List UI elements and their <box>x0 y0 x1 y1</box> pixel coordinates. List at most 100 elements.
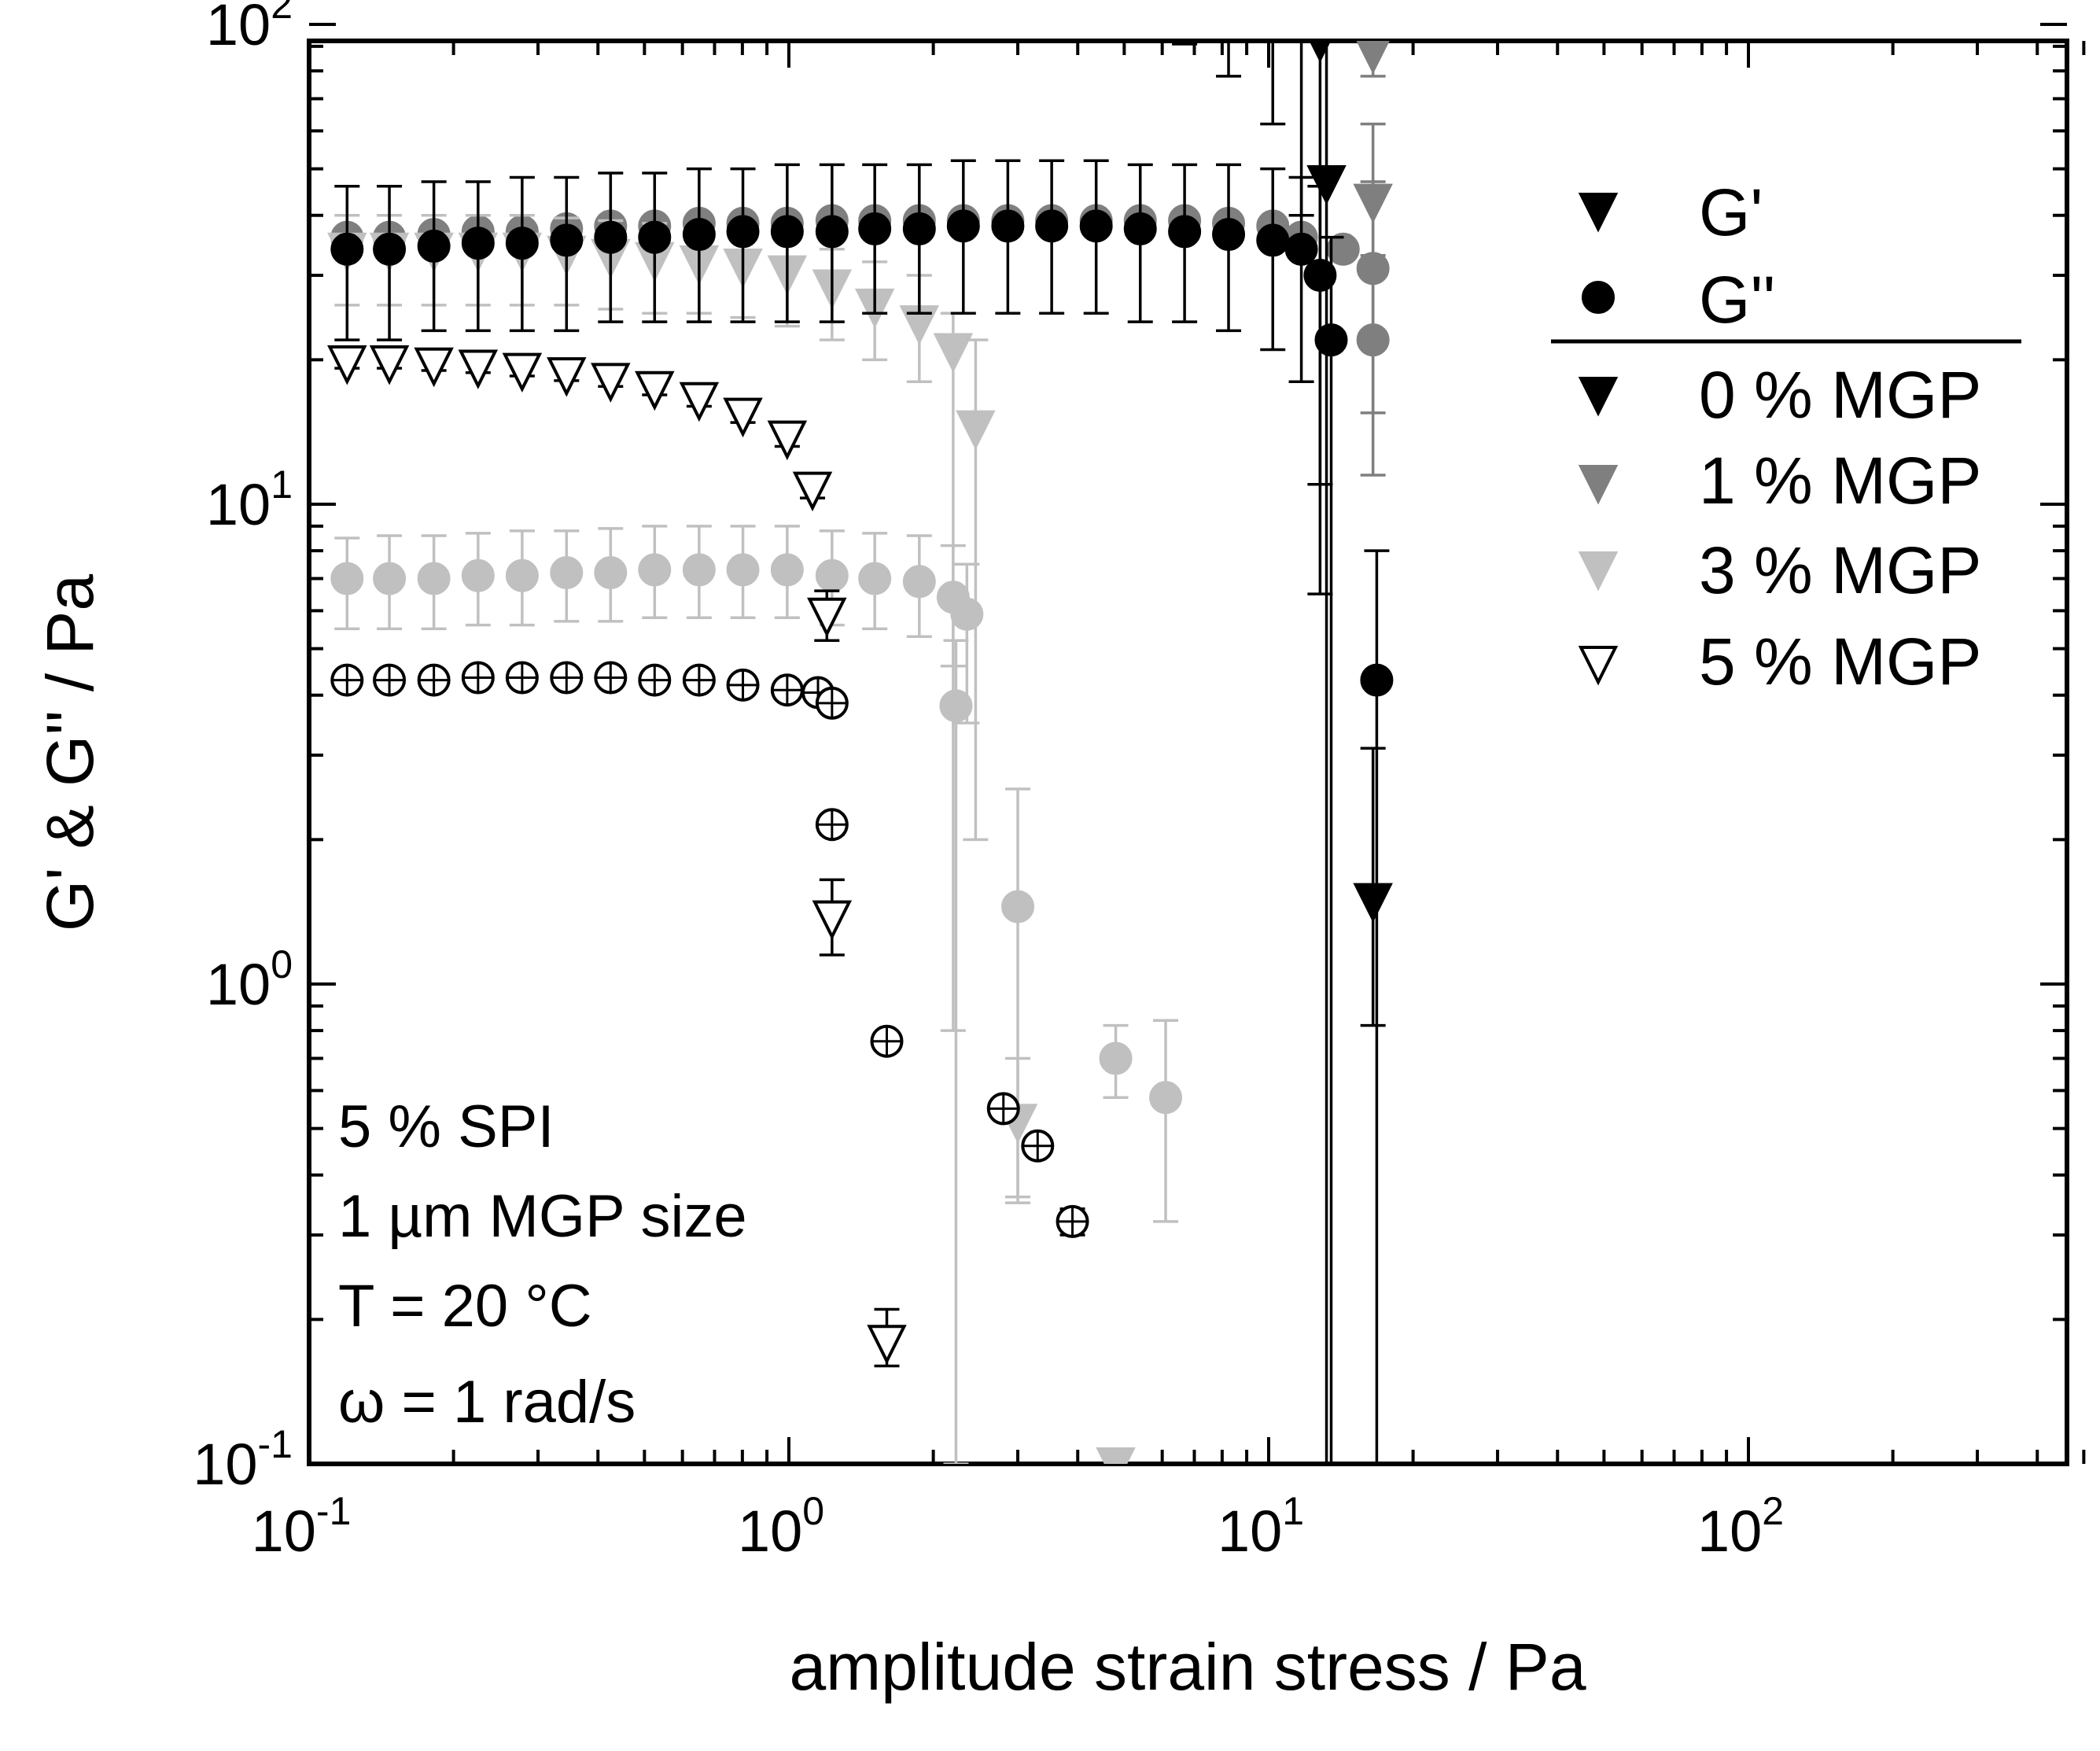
y-axis-label: G' & G'' / Pa <box>33 574 107 932</box>
data-point <box>1149 1081 1183 1115</box>
data-point <box>682 218 716 252</box>
data-point <box>638 663 672 697</box>
data-point <box>327 345 367 385</box>
data-point <box>946 209 980 243</box>
data-point <box>679 382 720 422</box>
x-tick-label-base: 10 <box>1697 1498 1762 1564</box>
data-point <box>858 212 892 245</box>
x-axis-label: amplitude strain stress / Pa <box>789 1630 1586 1704</box>
data-point <box>815 686 849 720</box>
data-point <box>870 1024 904 1058</box>
legend-label-5-mgp: 5 % MGP <box>1699 625 1981 699</box>
data-point <box>417 663 451 697</box>
data-point <box>991 209 1025 243</box>
data-point <box>1326 232 1360 266</box>
x-tick-label: 100 <box>738 1489 824 1564</box>
data-point <box>858 562 892 595</box>
data-series <box>327 0 1394 1464</box>
annotation-temperature: T = 20 °C <box>338 1273 592 1340</box>
x-tick-label-exp: 2 <box>1762 1489 1784 1533</box>
y-tick-label-base: 10 <box>206 0 271 57</box>
data-point <box>330 562 364 595</box>
data-point <box>1079 209 1113 243</box>
data-point <box>1096 1447 1136 1464</box>
legend-marker-3 <box>1578 465 1619 505</box>
series-5 <box>330 159 1394 1464</box>
data-point <box>1123 212 1157 245</box>
legend-markers <box>1578 193 1619 686</box>
data-point <box>1306 165 1347 205</box>
data-point <box>550 661 584 695</box>
data-point <box>939 689 973 723</box>
annotation-block: 5 % SPI 1 µm MGP size T = 20 °C ω = 1 ra… <box>338 1093 747 1436</box>
data-point <box>594 220 628 254</box>
data-point <box>638 553 672 587</box>
data-point <box>933 333 974 373</box>
legend-label-3-mgp: 3 % MGP <box>1699 533 1981 607</box>
x-tick-label-base: 10 <box>1218 1498 1282 1564</box>
legend-marker-4 <box>1578 551 1619 592</box>
y-tick-label: 10-1 <box>193 1422 293 1497</box>
data-point <box>770 673 804 707</box>
data-point <box>417 562 451 595</box>
data-point <box>1353 883 1393 923</box>
data-point <box>726 215 760 249</box>
x-tick-label-exp: 1 <box>1282 1489 1304 1533</box>
data-point <box>1035 209 1069 243</box>
x-tick-label: 10-1 <box>252 1489 352 1564</box>
data-point <box>723 397 763 438</box>
data-point <box>505 661 539 695</box>
y-tick-label-base: 10 <box>206 952 271 1017</box>
y-tick-label-exp: 1 <box>271 463 293 507</box>
y-tick-label-exp: 0 <box>271 942 293 986</box>
data-point <box>1303 258 1337 292</box>
data-point <box>594 661 628 695</box>
data-point <box>1356 323 1390 357</box>
data-point <box>682 553 716 587</box>
data-point <box>461 558 495 592</box>
data-point <box>767 420 808 461</box>
x-tick-label-exp: 0 <box>802 1489 824 1533</box>
data-point <box>373 663 407 697</box>
legend-label-gprime: G' <box>1699 175 1763 249</box>
data-point <box>1212 218 1246 252</box>
data-point <box>594 556 628 590</box>
data-point <box>547 357 587 397</box>
data-point <box>1328 0 1363 19</box>
legend-marker-5 <box>1578 646 1619 686</box>
data-point <box>550 223 584 257</box>
data-point <box>807 597 847 638</box>
series-3 <box>330 525 1183 1464</box>
series-7 <box>330 661 1089 1238</box>
annotation-spi: 5 % SPI <box>338 1093 554 1160</box>
data-point <box>330 232 364 266</box>
data-point <box>502 352 543 393</box>
data-point <box>505 558 539 592</box>
plot-frame <box>307 39 2069 1466</box>
data-point <box>986 1092 1020 1126</box>
data-point <box>373 232 407 266</box>
data-point <box>1056 1204 1089 1238</box>
data-point <box>902 565 936 599</box>
data-point <box>1314 323 1348 357</box>
annotation-omega: ω = 1 rad/s <box>338 1369 636 1436</box>
x-tick-label-exp: -1 <box>316 1489 351 1533</box>
legend-marker-2 <box>1578 377 1619 417</box>
x-tick-label: 102 <box>1697 1489 1784 1564</box>
data-point <box>591 363 631 403</box>
x-tick-label: 101 <box>1218 1489 1304 1564</box>
data-point <box>373 562 407 595</box>
data-point <box>505 227 539 260</box>
data-point <box>461 227 495 260</box>
data-point <box>792 471 833 512</box>
data-point <box>902 212 936 245</box>
data-point <box>1284 232 1318 266</box>
legend-marker-1 <box>1582 281 1615 314</box>
data-point <box>461 661 495 695</box>
annotation-mgp-size: 1 µm MGP size <box>338 1183 747 1250</box>
data-point <box>815 215 849 249</box>
data-point <box>1001 890 1035 923</box>
x-tick-label-base: 10 <box>252 1498 316 1564</box>
